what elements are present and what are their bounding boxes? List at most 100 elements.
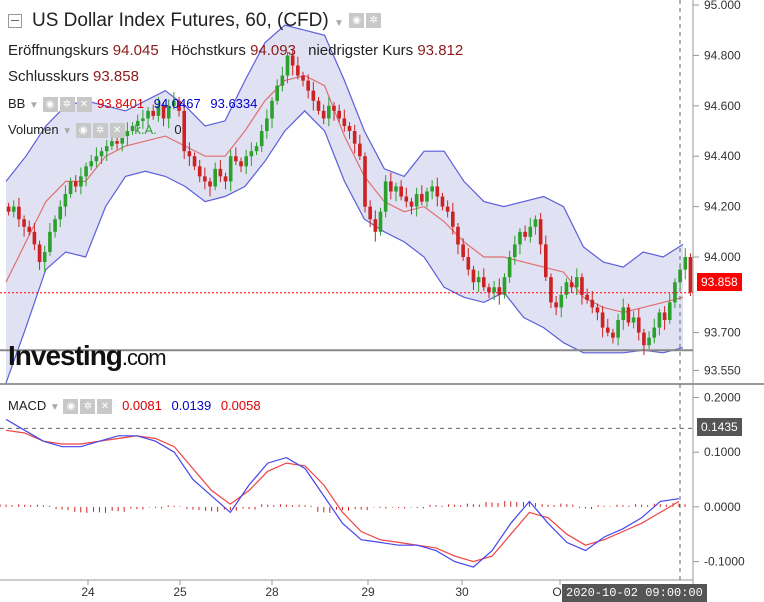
candle-body xyxy=(404,196,409,202)
bb-fill-area xyxy=(6,25,683,383)
candle-body xyxy=(115,141,119,144)
candle-body xyxy=(476,277,481,283)
candle-body xyxy=(166,105,171,119)
candle-body xyxy=(451,211,455,227)
bb-upper-value: 94.0467 xyxy=(153,96,201,111)
candle-body xyxy=(285,55,290,76)
macd-crosshair-tag: 0.1435 xyxy=(697,418,742,436)
chevron-down-icon[interactable]: ▼ xyxy=(62,126,73,137)
candle-body xyxy=(414,194,419,207)
candle-body xyxy=(239,161,243,167)
candle-body xyxy=(487,287,491,293)
candle-body xyxy=(378,211,383,232)
candle-body xyxy=(17,206,21,220)
bb-middle-line xyxy=(5,74,684,314)
candle-body xyxy=(554,302,558,308)
candle-body xyxy=(68,181,73,195)
candle-body xyxy=(683,257,688,270)
candle-body xyxy=(626,307,631,323)
candle-body xyxy=(58,206,63,220)
candle-body xyxy=(187,151,192,157)
chart-title-text: US Dollar Index Futures, 60, (CFD) xyxy=(32,10,329,31)
gear-icon[interactable]: ✲ xyxy=(366,13,382,29)
gear-icon[interactable]: ✲ xyxy=(92,123,108,139)
high-label: Höchstkurs xyxy=(170,42,246,59)
chevron-down-icon[interactable]: ▼ xyxy=(49,402,60,413)
price-tick-label: 94.800 xyxy=(704,48,741,62)
ohlc-row-1: Eröffnungskurs 94.045 Höchstkurs 94.093 … xyxy=(8,42,463,59)
close-icon[interactable]: ✕ xyxy=(109,123,125,139)
candle-body xyxy=(528,226,533,237)
bb-upper-line xyxy=(5,24,684,268)
gear-icon[interactable]: ✲ xyxy=(59,97,75,113)
candle-body xyxy=(595,307,600,313)
candle-body xyxy=(347,125,352,132)
candle-body xyxy=(533,219,538,227)
candle-body xyxy=(203,176,207,182)
candle-body xyxy=(523,231,527,237)
candle-body xyxy=(569,282,574,288)
candle-body xyxy=(141,118,145,121)
volume-na: k.A. xyxy=(134,122,157,137)
signal-value: 0.0058 xyxy=(220,398,261,413)
price-tick-label: 94.200 xyxy=(704,200,741,214)
candle-body xyxy=(156,105,161,116)
candle-body xyxy=(461,244,465,258)
eye-icon[interactable]: ◉ xyxy=(349,13,365,29)
candle-body xyxy=(151,110,156,116)
candle-body xyxy=(311,90,316,101)
high-value: 94.093 xyxy=(250,42,296,59)
candle-body xyxy=(621,307,626,321)
bb-legend: BB ▼ ◉ ✲ ✕ 93.8401 94.0467 93.6334 xyxy=(8,96,257,113)
candle-body xyxy=(327,105,331,119)
candle-body xyxy=(673,282,677,303)
axis-layer: 95.000 94.800 94.600 94.400 94.200 94.000 93.7… xyxy=(0,0,745,599)
candle-body xyxy=(125,131,130,137)
eye-icon[interactable]: ◉ xyxy=(42,97,58,113)
candle-body xyxy=(22,219,26,227)
eye-icon[interactable]: ◉ xyxy=(75,123,91,139)
candle-body xyxy=(425,191,429,202)
candle-body xyxy=(177,100,181,111)
crosshair-date-tag: 2020-10-02 09:00:00 xyxy=(562,584,707,602)
low-label: niedrigster Kurs xyxy=(308,42,414,59)
candle-body xyxy=(383,181,388,212)
price-tick-label: 94.000 xyxy=(704,250,741,264)
gear-icon[interactable]: ✲ xyxy=(80,399,96,415)
candle-body xyxy=(332,105,336,111)
candle-body xyxy=(130,125,135,132)
candle-body xyxy=(543,244,548,278)
candle-body xyxy=(218,168,223,177)
candle-body xyxy=(11,206,16,212)
candle-body xyxy=(94,156,99,162)
chart-title: US Dollar Index Futures, 60, (CFD) ▼ ◉ ✲ xyxy=(32,10,383,32)
candle-body xyxy=(657,312,662,328)
bb-middle-value: 93.8401 xyxy=(97,96,145,111)
chevron-down-icon[interactable]: ▼ xyxy=(333,18,344,29)
candle-body xyxy=(104,146,109,152)
candle-body xyxy=(481,277,486,288)
close-icon[interactable]: ✕ xyxy=(76,97,92,113)
candle-body xyxy=(84,166,88,177)
candle-body xyxy=(352,131,357,144)
candle-body xyxy=(135,120,140,126)
candle-body xyxy=(652,327,657,338)
macd-value: 0.0139 xyxy=(171,398,212,413)
price-tick-label: 93.550 xyxy=(704,363,741,377)
time-tick-label: 28 xyxy=(265,585,279,599)
macd-legend: MACD ▼ ◉ ✲ ✕ 0.0081 0.0139 0.0058 xyxy=(8,398,261,415)
close-icon[interactable]: ✕ xyxy=(97,399,113,415)
candle-body xyxy=(409,201,414,207)
time-tick-label: 29 xyxy=(361,585,375,599)
candle-body xyxy=(688,257,693,293)
macd-layer xyxy=(0,418,686,568)
candle-body xyxy=(213,168,218,187)
eye-icon[interactable]: ◉ xyxy=(63,399,79,415)
candle-body xyxy=(290,55,295,66)
price-tick-label: 95.000 xyxy=(704,0,741,12)
volume-legend: Volumen ▼ ◉ ✲ ✕ k.A. 0 xyxy=(8,122,182,139)
chevron-down-icon[interactable]: ▼ xyxy=(28,100,39,111)
collapse-icon[interactable] xyxy=(8,14,22,28)
candle-body xyxy=(440,196,445,207)
